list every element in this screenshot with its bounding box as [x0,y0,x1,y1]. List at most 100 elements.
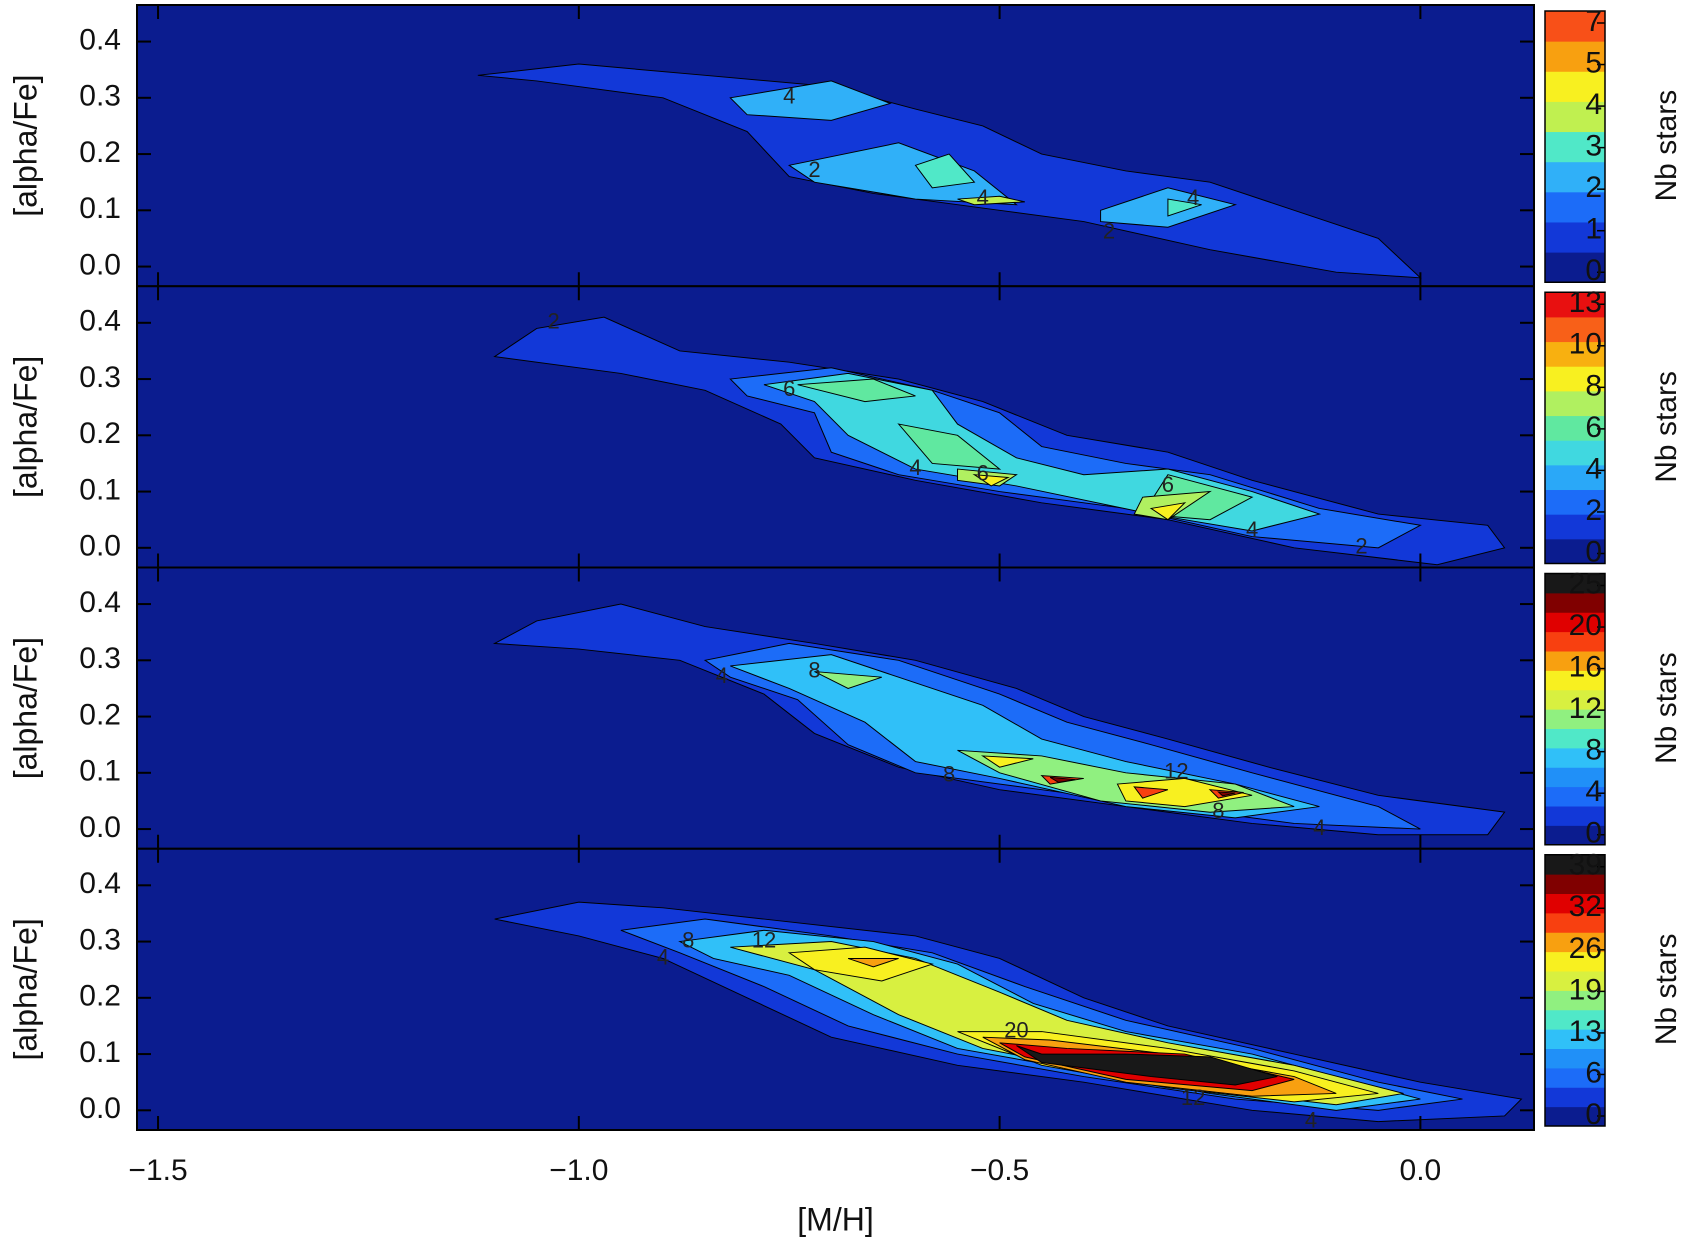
contour-region [1016,1045,1278,1086]
y-tick-label: 0.3 [79,80,121,113]
colorbar-tick-label: 0 [1585,1098,1602,1131]
colorbar-band [1545,316,1605,343]
y-tick-label: 0.0 [79,1092,121,1125]
colorbar-band [1545,990,1605,1011]
x-tick-label: −0.5 [970,1154,1029,1187]
panel: 4 2 4 4 2 0.0 0.1 0.2 0.3 0.4 [alpha/Fe] 0 1 2 3 4 5 7 Nb … [7,4,1683,288]
contour-region [1149,502,1187,521]
colorbar-band [1545,71,1605,102]
y-axis-label: [alpha/Fe] [7,356,43,498]
colorbar-tick-label: 6 [1585,1056,1602,1089]
colorbar-band [1545,709,1605,729]
contour-label: 8 [1212,798,1224,823]
contour-region [787,946,935,982]
contour-label: 2 [1103,219,1115,244]
colorbar-tick-label: 32 [1569,890,1602,923]
colorbar-band [1545,1087,1605,1108]
panel: 2 6 4 6 6 4 2 0.0 0.1 0.2 0.3 0.4 [alpha/Fe] 0 2 4 6 8 10 1… [7,285,1683,569]
contour-label: 2 [547,309,559,334]
colorbar-band [1545,514,1605,540]
contour-label: 4 [909,455,921,480]
colorbar-band [1545,366,1605,392]
x-tick-label: −1.5 [128,1154,187,1187]
y-axis-label: [alpha/Fe] [7,637,43,779]
colorbar-tick-label: 4 [1585,775,1602,808]
y-tick-label: 0.0 [79,530,121,563]
plot-frame [136,847,1535,1131]
y-tick-label: 0.2 [79,698,121,731]
colorbar-band [1545,612,1605,633]
contour-label: 4 [657,944,669,969]
colorbar-tick-label: 20 [1569,609,1602,642]
colorbar-frame [1544,10,1606,283]
colorbar-tick-label: 5 [1585,46,1602,79]
contour-region [787,142,1018,206]
y-tick-label: 0.4 [79,867,121,900]
colorbar-band [1545,971,1605,991]
colorbar-band [1545,221,1605,253]
colorbar-band [1545,292,1605,318]
colorbar-tick-label: 39 [1569,849,1602,882]
colorbar-band [1545,440,1605,466]
contour-label: 4 [1187,185,1199,210]
y-tick-label: 0.0 [79,811,121,844]
colorbar-tick-label: 7 [1585,5,1602,38]
colorbar-band [1545,806,1605,826]
contour-region [797,378,916,403]
y-tick-label: 0.1 [79,473,121,506]
contour-region [814,671,882,689]
colorbar-label: Nb stars [1650,90,1683,202]
colorbar-band [1545,341,1605,367]
colorbar-tick-label: 2 [1585,494,1602,527]
colorbar-tick-label: 2 [1585,171,1602,204]
colorbar-band [1545,932,1605,953]
colorbar-tick-label: 8 [1585,734,1602,767]
contour-label: 2 [1355,534,1367,559]
contour-label: 8 [808,657,820,682]
y-tick-label: 0.3 [79,923,121,956]
plot-area: 4 2 4 4 2 [137,5,1534,287]
contour-label: 2 [808,157,820,182]
y-tick-label: 0.4 [79,305,121,338]
y-tick-label: 0.2 [79,417,121,450]
contour-label: 6 [783,376,795,401]
plot-area: 4 8 8 12 8 4 [137,567,1534,849]
colorbar-band [1545,786,1605,807]
colorbar-band [1545,1067,1605,1088]
colorbar-band [1545,464,1605,491]
colorbar-band [1545,415,1605,441]
y-tick-label: 0.1 [79,1036,121,1069]
colorbar-band [1545,538,1605,564]
y-tick-label: 0.4 [79,586,121,619]
contour-label: 6 [977,461,989,486]
colorbar-band [1545,1048,1605,1069]
colorbar-band [1545,573,1605,594]
y-tick-label: 0.1 [79,192,121,225]
colorbar-band [1545,252,1605,283]
colorbar-tick-label: 19 [1569,973,1602,1006]
contour-region [972,474,1010,487]
colorbar-band [1545,670,1605,691]
contour-label: 8 [943,761,955,786]
contour-label: 8 [682,927,694,952]
colorbar-band [1545,101,1605,133]
colorbar-label: Nb stars [1650,371,1683,483]
contour-region [1167,198,1202,217]
colorbar-band [1545,1029,1605,1049]
colorbar-tick-label: 16 [1569,651,1602,684]
colorbar-band [1545,874,1605,894]
x-tick-label: −1.0 [549,1154,608,1187]
colorbar-tick-label: 3 [1585,130,1602,163]
colorbar-tick-label: 0 [1585,254,1602,287]
contour-region [847,957,899,968]
y-tick-label: 0.2 [79,136,121,169]
colorbar-band [1545,893,1605,914]
colorbar-frame [1544,854,1606,1127]
colorbar-tick-label: 0 [1585,535,1602,568]
colorbar-band [1545,41,1605,72]
colorbar-tick-label: 4 [1585,88,1602,121]
plot-area: 2 6 4 6 6 4 2 [137,286,1534,568]
y-tick-label: 0.1 [79,755,121,788]
